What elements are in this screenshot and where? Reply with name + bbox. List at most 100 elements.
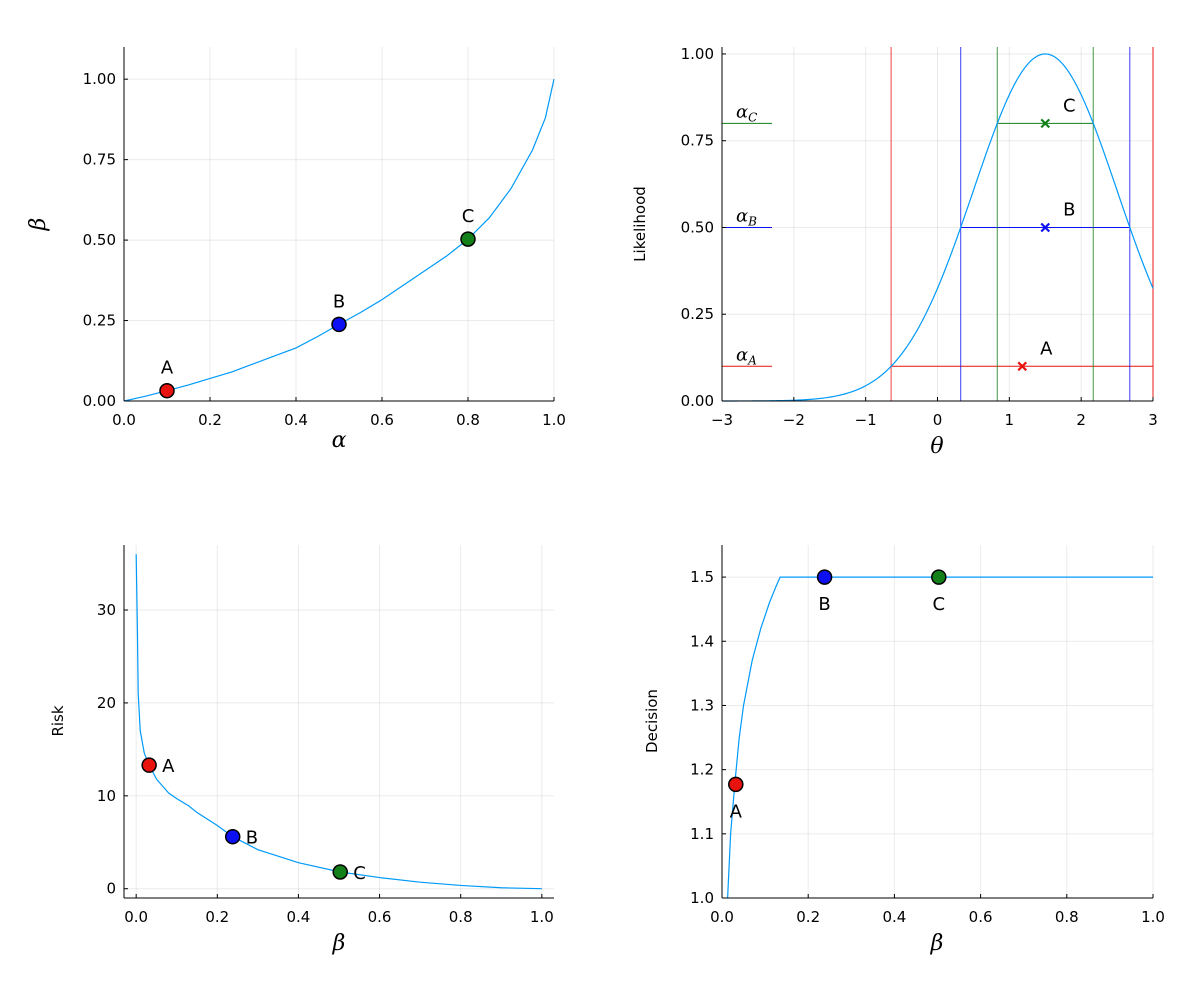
point-label-c: C (462, 206, 475, 227)
y-tick-label: 1.00 (681, 45, 714, 63)
points-layer: A B C (728, 569, 947, 822)
x-axis-label: α (332, 428, 347, 453)
x-tick-label: 0.6 (370, 411, 394, 429)
markers-layer: A B C (1017, 95, 1076, 372)
point-label-c: C (933, 594, 946, 615)
point-a (159, 382, 175, 399)
point-b (331, 316, 347, 333)
tick-labels: 0.0 0.2 0.4 0.6 0.8 1.0 1.0 1.1 1.2 1.3 1.4 1.5 (690, 568, 1165, 926)
y-axis-label: Risk (49, 705, 67, 736)
y-tick-label: 1.3 (690, 696, 714, 714)
point-a (728, 776, 744, 793)
series-line (135, 554, 542, 890)
marker-label-c: C (1063, 95, 1076, 116)
marker-a (1017, 361, 1028, 372)
x-tick-label: 0 (933, 411, 943, 429)
axes (123, 47, 555, 402)
y-tick-label: 0.25 (83, 312, 116, 330)
grid-lines (124, 545, 554, 898)
x-tick-label: 0.0 (710, 908, 734, 926)
point-label-a: A (162, 756, 175, 777)
series-layer (123, 79, 555, 402)
y-tick-label: 1.5 (690, 568, 714, 586)
point-label-b: B (246, 828, 258, 849)
x-tick-label: 0.8 (456, 411, 480, 429)
alpha-subscript: C (748, 110, 757, 124)
x-tick-label: 0.6 (368, 908, 392, 926)
x-tick-label: 0.8 (449, 908, 473, 926)
x-tick-label: 1.0 (530, 908, 554, 926)
x-tick-label: −3 (711, 411, 733, 429)
tick-labels: 0.0 0.2 0.4 0.6 0.8 1.0 0.00 0.25 0.50 0.75 1.00 (83, 70, 566, 429)
y-tick-label: 0.50 (83, 231, 116, 249)
x-tick-label: 0.0 (124, 908, 148, 926)
x-axis-label: θ (930, 434, 943, 459)
x-tick-label: 0.4 (882, 908, 906, 926)
point-label-b: B (818, 594, 830, 615)
y-tick-label: 0 (106, 880, 116, 898)
x-tick-label: 0.2 (205, 908, 229, 926)
grid-lines (123, 47, 555, 402)
grid-lines (721, 47, 1154, 402)
point-c (332, 864, 348, 880)
x-tick-label: 0.0 (112, 411, 136, 429)
y-axis-label: Decision (643, 689, 661, 753)
y-tick-label: 1.0 (690, 889, 714, 907)
alpha-a-label: αA (736, 344, 757, 367)
y-axis-label: Likelihood (631, 186, 649, 262)
point-label-a: A (161, 358, 174, 379)
axes (721, 47, 1154, 402)
y-tick-label: 20 (97, 694, 116, 712)
x-tick-label: 0.4 (287, 908, 311, 926)
series-layer (727, 576, 1153, 899)
y-tick-label: 10 (97, 787, 116, 805)
y-tick-label: 0.50 (681, 218, 714, 236)
tick-labels: −3 −2 −1 0 1 2 3 0.00 0.25 0.50 0.75 1.00 (681, 45, 1158, 429)
x-tick-label: 3 (1148, 411, 1158, 429)
alpha-symbol: α (736, 101, 748, 122)
y-tick-label: 0.25 (681, 305, 714, 323)
x-tick-label: 2 (1076, 411, 1086, 429)
marker-b (1040, 222, 1051, 233)
marker-label-b: B (1063, 199, 1075, 220)
y-tick-label: 1.00 (83, 70, 116, 88)
x-tick-label: 0.6 (969, 908, 993, 926)
x-tick-label: 0.4 (284, 411, 308, 429)
tick-labels: 0.0 0.2 0.4 0.6 0.8 1.0 0 10 20 30 (97, 601, 554, 926)
y-tick-label: 0.00 (681, 392, 714, 410)
chart-decision: A B C 0.0 0.2 0.4 0.6 0.8 1.0 1.0 1.1 1.2 1.3 1.4 1.5… (643, 545, 1165, 956)
points-layer: A B C (141, 756, 366, 884)
x-tick-label: −2 (783, 411, 805, 429)
points-layer: A B C (159, 206, 476, 399)
marker-c (1040, 118, 1051, 129)
series-layer (135, 554, 542, 890)
y-tick-label: 1.4 (690, 632, 714, 650)
x-tick-label: 0.8 (1055, 908, 1079, 926)
point-c (931, 569, 947, 585)
series-line (123, 79, 555, 402)
point-label-a: A (730, 801, 743, 822)
point-b (224, 828, 241, 845)
axes (721, 545, 1154, 899)
alpha-symbol: α (736, 344, 748, 365)
alpha-b-label: αB (736, 205, 757, 228)
alpha-subscript: A (747, 353, 757, 367)
point-label-b: B (333, 291, 345, 312)
y-tick-label: 1.1 (690, 825, 714, 843)
y-tick-label: 0.00 (83, 392, 116, 410)
y-tick-label: 0.75 (83, 151, 116, 169)
x-axis-label: β (930, 931, 944, 956)
point-c (460, 231, 476, 247)
point-a (141, 757, 157, 773)
chart-alpha-beta: A B C 0.0 0.2 0.4 0.6 0.8 1.0 0.00 0.25 0.50 0.75 1.… (26, 47, 566, 453)
axes (123, 545, 554, 899)
point-label-c: C (353, 863, 366, 884)
x-tick-label: 1.0 (1141, 908, 1165, 926)
x-tick-label: −1 (855, 411, 877, 429)
y-tick-label: 30 (97, 601, 116, 619)
series-line (727, 576, 1153, 899)
x-tick-label: 1.0 (542, 411, 566, 429)
x-axis-label: β (332, 931, 346, 956)
